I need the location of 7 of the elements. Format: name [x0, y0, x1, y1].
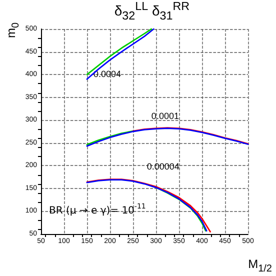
line-series: [86, 130, 134, 146]
annotation: 0.00004: [146, 161, 180, 172]
line-series: [132, 127, 249, 144]
annotation: 0.0001: [151, 111, 179, 122]
x-axis-title: M$_{1/2}$: [248, 256, 272, 274]
line-series: [86, 128, 249, 147]
annotation: 0.0004: [93, 69, 122, 80]
